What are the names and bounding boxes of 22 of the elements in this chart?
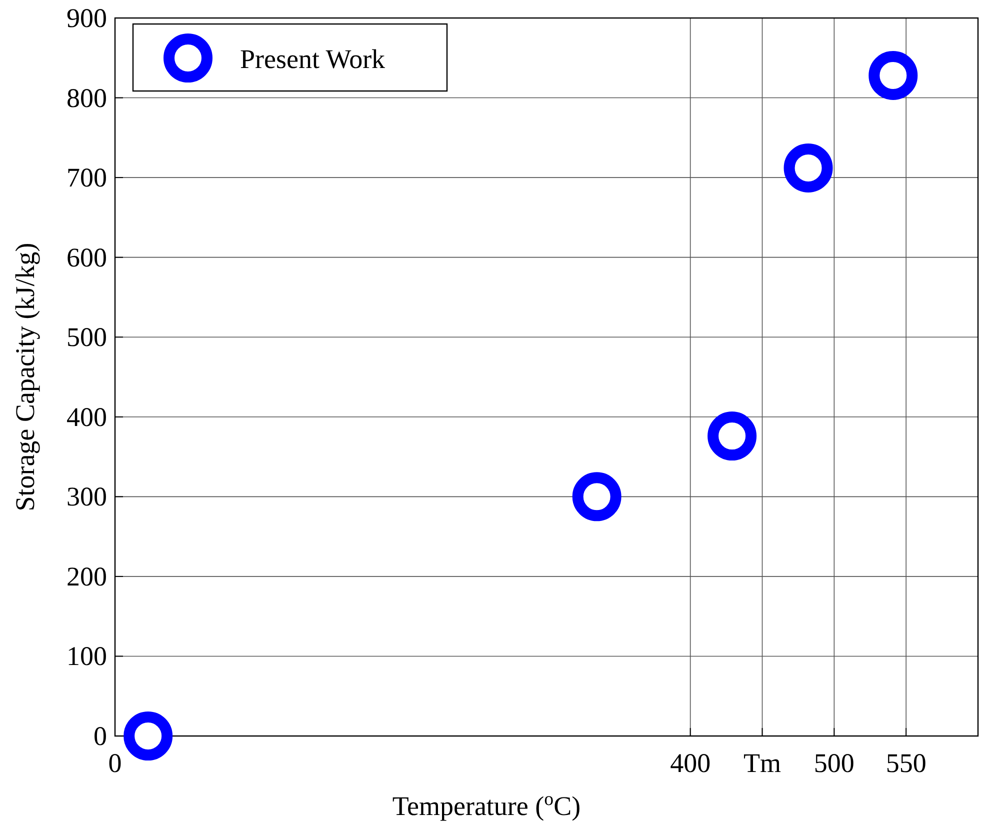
x-tick-label: 550 xyxy=(886,748,926,778)
y-tick-label: 500 xyxy=(66,322,107,352)
x-tick-label: Tm xyxy=(744,748,781,778)
y-tick-label: 800 xyxy=(66,82,107,113)
y-tick-label: 600 xyxy=(66,242,107,272)
y-tick-label: 200 xyxy=(66,561,107,592)
point xyxy=(784,143,833,192)
point xyxy=(708,412,757,461)
legend-label: Present Work xyxy=(240,44,386,74)
y-tick-label: 0 xyxy=(94,721,107,751)
y-tick-label: 100 xyxy=(66,641,107,672)
x-axis-title: Temperature ($^{o}$C) xyxy=(392,788,581,821)
y-tick-label: 700 xyxy=(66,162,107,193)
y-tick-label: 400 xyxy=(66,402,107,432)
point xyxy=(868,50,918,100)
y-tick-label: 300 xyxy=(66,482,107,512)
y-axis-title: Storage Capacity (kJ/kg) xyxy=(10,242,40,512)
x-tick-label: 500 xyxy=(814,748,854,778)
point xyxy=(572,472,622,522)
x-tick-label: 400 xyxy=(670,748,711,778)
point xyxy=(124,712,173,760)
y-tick-label: 900 xyxy=(66,3,107,33)
